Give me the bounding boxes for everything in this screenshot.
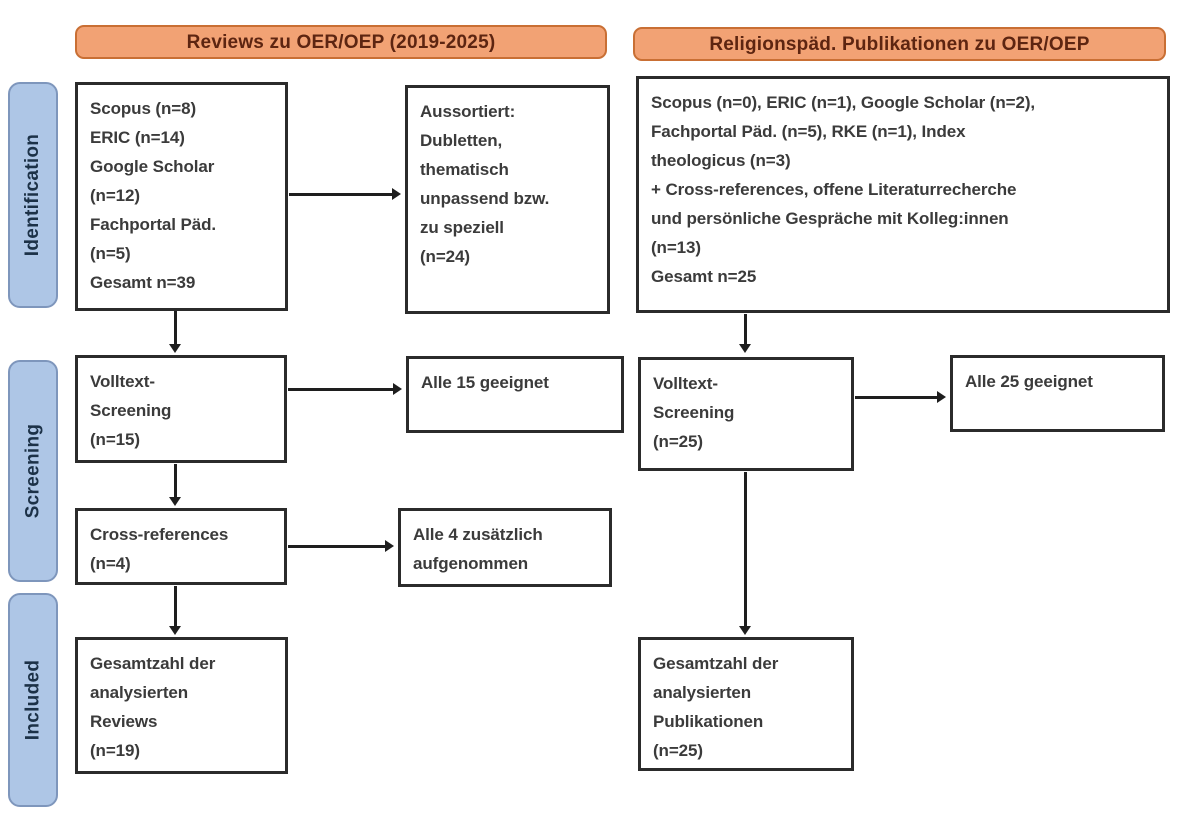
arrow-left-fulltext-to-result: [288, 383, 402, 395]
stage-screening: Screening: [8, 360, 58, 582]
box-left-cross-references: Cross-references (n=4): [75, 508, 287, 585]
arrow-left-sources-to-excluded: [289, 188, 401, 200]
box-right-fulltext-result: Alle 25 geeignet: [950, 355, 1165, 432]
stage-identification: Identification: [8, 82, 58, 308]
box-left-excluded: Aussortiert: Dubletten, thematisch unpas…: [405, 85, 610, 314]
box-left-cross-references-result: Alle 4 zusätzlich aufgenommen: [398, 508, 612, 587]
arrow-left-fulltext-down: [169, 464, 181, 506]
stage-identification-label: Identification: [22, 133, 44, 257]
box-right-sources: Scopus (n=0), ERIC (n=1), Google Scholar…: [636, 76, 1170, 313]
box-left-sources: Scopus (n=8) ERIC (n=14) Google Scholar …: [75, 82, 288, 311]
stage-screening-label: Screening: [22, 423, 44, 519]
box-right-fulltext-screening: Volltext- Screening (n=25): [638, 357, 854, 471]
box-left-fulltext-screening: Volltext- Screening (n=15): [75, 355, 287, 463]
stage-included: Included: [8, 593, 58, 807]
arrow-left-crossref-down: [169, 586, 181, 635]
stage-included-label: Included: [22, 659, 44, 741]
arrow-right-sources-down: [739, 314, 751, 353]
arrow-right-fulltext-down: [739, 472, 751, 635]
banner-religionspaed: Religionspäd. Publikationen zu OER/OEP: [633, 27, 1166, 61]
arrow-right-fulltext-to-result: [855, 391, 946, 403]
box-left-fulltext-result: Alle 15 geeignet: [406, 356, 624, 433]
arrow-left-sources-down: [169, 311, 181, 353]
banner-reviews: Reviews zu OER/OEP (2019-2025): [75, 25, 607, 59]
arrow-left-crossref-to-result: [288, 540, 394, 552]
box-right-included-total: Gesamtzahl der analysierten Publikatione…: [638, 637, 854, 771]
box-left-included-total: Gesamtzahl der analysierten Reviews (n=1…: [75, 637, 288, 774]
